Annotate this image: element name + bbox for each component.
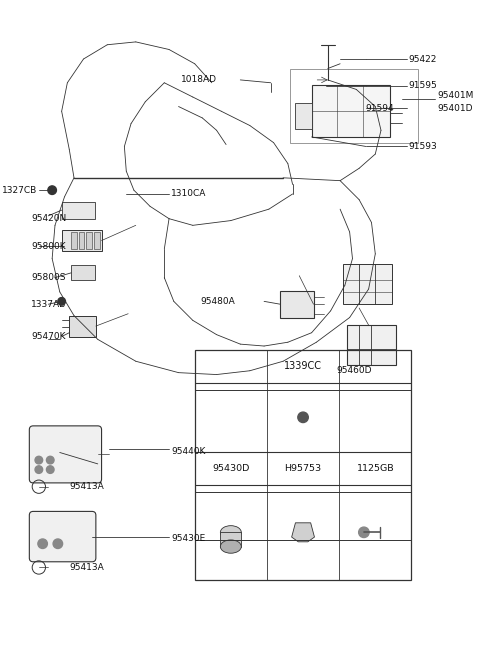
Text: 1310CA: 1310CA xyxy=(171,189,206,198)
Text: 95800K: 95800K xyxy=(31,242,66,251)
Bar xyxy=(71,265,95,280)
Bar xyxy=(343,265,392,304)
Circle shape xyxy=(58,297,65,305)
Bar xyxy=(61,202,95,219)
Circle shape xyxy=(35,457,43,464)
Bar xyxy=(295,103,312,129)
Circle shape xyxy=(298,412,308,422)
Circle shape xyxy=(359,527,369,538)
Text: 95440K: 95440K xyxy=(171,447,205,456)
Text: 91593: 91593 xyxy=(408,142,437,151)
Text: 95413A: 95413A xyxy=(69,563,104,572)
Text: 1339CC: 1339CC xyxy=(284,362,322,371)
Text: 95430D: 95430D xyxy=(212,464,250,473)
Bar xyxy=(312,84,390,137)
Ellipse shape xyxy=(220,526,241,539)
Bar xyxy=(79,232,84,249)
Text: 95430E: 95430E xyxy=(171,534,205,544)
Text: 95420N: 95420N xyxy=(31,214,67,223)
Text: 1327CB: 1327CB xyxy=(2,185,37,195)
Bar xyxy=(71,232,77,249)
Bar xyxy=(195,350,411,580)
Circle shape xyxy=(35,466,43,474)
FancyBboxPatch shape xyxy=(29,426,102,483)
Text: 95413A: 95413A xyxy=(69,482,104,491)
Text: 95401M: 95401M xyxy=(437,90,473,100)
Text: 95460D: 95460D xyxy=(336,366,372,375)
Bar xyxy=(69,316,96,337)
Text: 1125GB: 1125GB xyxy=(357,464,394,473)
Text: 95480A: 95480A xyxy=(201,297,236,306)
Bar xyxy=(61,230,102,251)
Polygon shape xyxy=(292,523,314,542)
Text: 95401D: 95401D xyxy=(437,104,473,113)
Bar xyxy=(94,232,100,249)
Circle shape xyxy=(48,186,57,195)
Text: 1018AD: 1018AD xyxy=(180,75,216,84)
Circle shape xyxy=(47,466,54,474)
Text: 91594: 91594 xyxy=(366,104,395,113)
Text: 95422: 95422 xyxy=(408,54,437,64)
Text: H95753: H95753 xyxy=(285,464,322,473)
FancyBboxPatch shape xyxy=(29,512,96,562)
Text: 95800S: 95800S xyxy=(31,273,66,282)
Circle shape xyxy=(53,539,62,548)
Bar xyxy=(347,325,396,365)
Ellipse shape xyxy=(220,540,241,553)
Text: 1337AB: 1337AB xyxy=(31,300,67,309)
Bar xyxy=(280,291,313,318)
Circle shape xyxy=(47,457,54,464)
Text: 91595: 91595 xyxy=(408,81,437,90)
Bar xyxy=(86,232,92,249)
Bar xyxy=(220,533,241,546)
Bar xyxy=(290,69,418,143)
Circle shape xyxy=(38,539,48,548)
Text: 95470K: 95470K xyxy=(31,332,66,341)
